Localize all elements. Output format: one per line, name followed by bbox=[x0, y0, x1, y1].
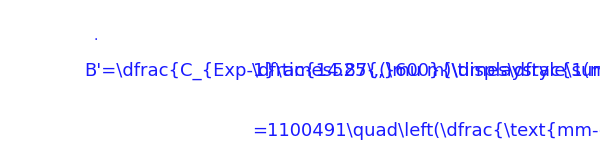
Text: .: . bbox=[94, 29, 98, 43]
Text: =1100491\quad\left(\dfrac{\text{mm-ohms}}{\text{year}}\right): =1100491\quad\left(\dfrac{\text{mm-ohms}… bbox=[252, 122, 600, 140]
Text: \dfrac{14.87\,(\mu m)\times\dfrac{1(mm)}{1000(\mu m)}\times525{,}600\left(\dfrac: \dfrac{14.87\,(\mu m)\times\dfrac{1(mm)}… bbox=[252, 62, 600, 80]
Text: B'=\dfrac{C_{Exp-1}\times525{,}600}{\displaystyle\sum_{t=0}^{t=8640\,\min}\dfrac: B'=\dfrac{C_{Exp-1}\times525{,}600}{\dis… bbox=[84, 62, 600, 80]
